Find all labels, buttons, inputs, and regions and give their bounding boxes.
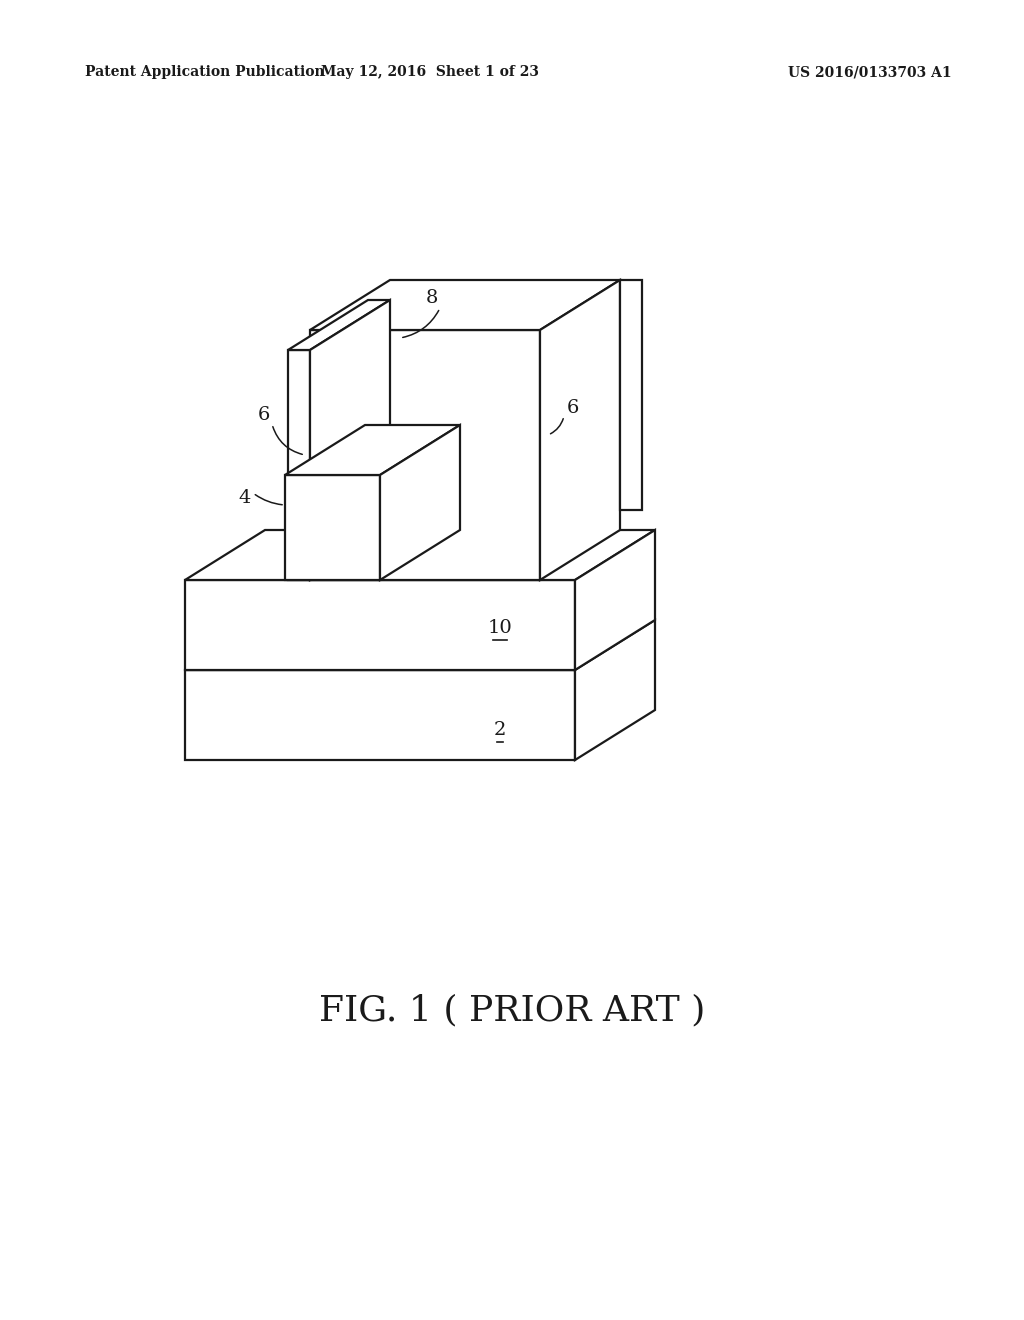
Polygon shape [285, 475, 380, 579]
Polygon shape [620, 280, 642, 510]
Text: 6: 6 [258, 407, 270, 424]
Polygon shape [185, 531, 655, 579]
Text: Patent Application Publication: Patent Application Publication [85, 65, 325, 79]
Polygon shape [285, 425, 460, 475]
Text: 8: 8 [426, 289, 438, 308]
Text: 2: 2 [494, 721, 506, 739]
Polygon shape [185, 671, 575, 760]
Polygon shape [540, 280, 620, 579]
Polygon shape [185, 579, 575, 671]
Polygon shape [288, 300, 390, 350]
Polygon shape [310, 280, 620, 330]
Text: FIG. 1 ( PRIOR ART ): FIG. 1 ( PRIOR ART ) [318, 993, 706, 1027]
Polygon shape [288, 350, 310, 579]
Text: 6: 6 [567, 399, 580, 417]
Polygon shape [575, 620, 655, 760]
Text: May 12, 2016  Sheet 1 of 23: May 12, 2016 Sheet 1 of 23 [321, 65, 539, 79]
Polygon shape [310, 330, 540, 579]
Text: 10: 10 [487, 619, 512, 638]
Polygon shape [310, 300, 390, 579]
Polygon shape [380, 425, 460, 579]
Polygon shape [185, 620, 655, 671]
Text: 4: 4 [239, 488, 251, 507]
Polygon shape [575, 531, 655, 671]
Text: US 2016/0133703 A1: US 2016/0133703 A1 [788, 65, 952, 79]
